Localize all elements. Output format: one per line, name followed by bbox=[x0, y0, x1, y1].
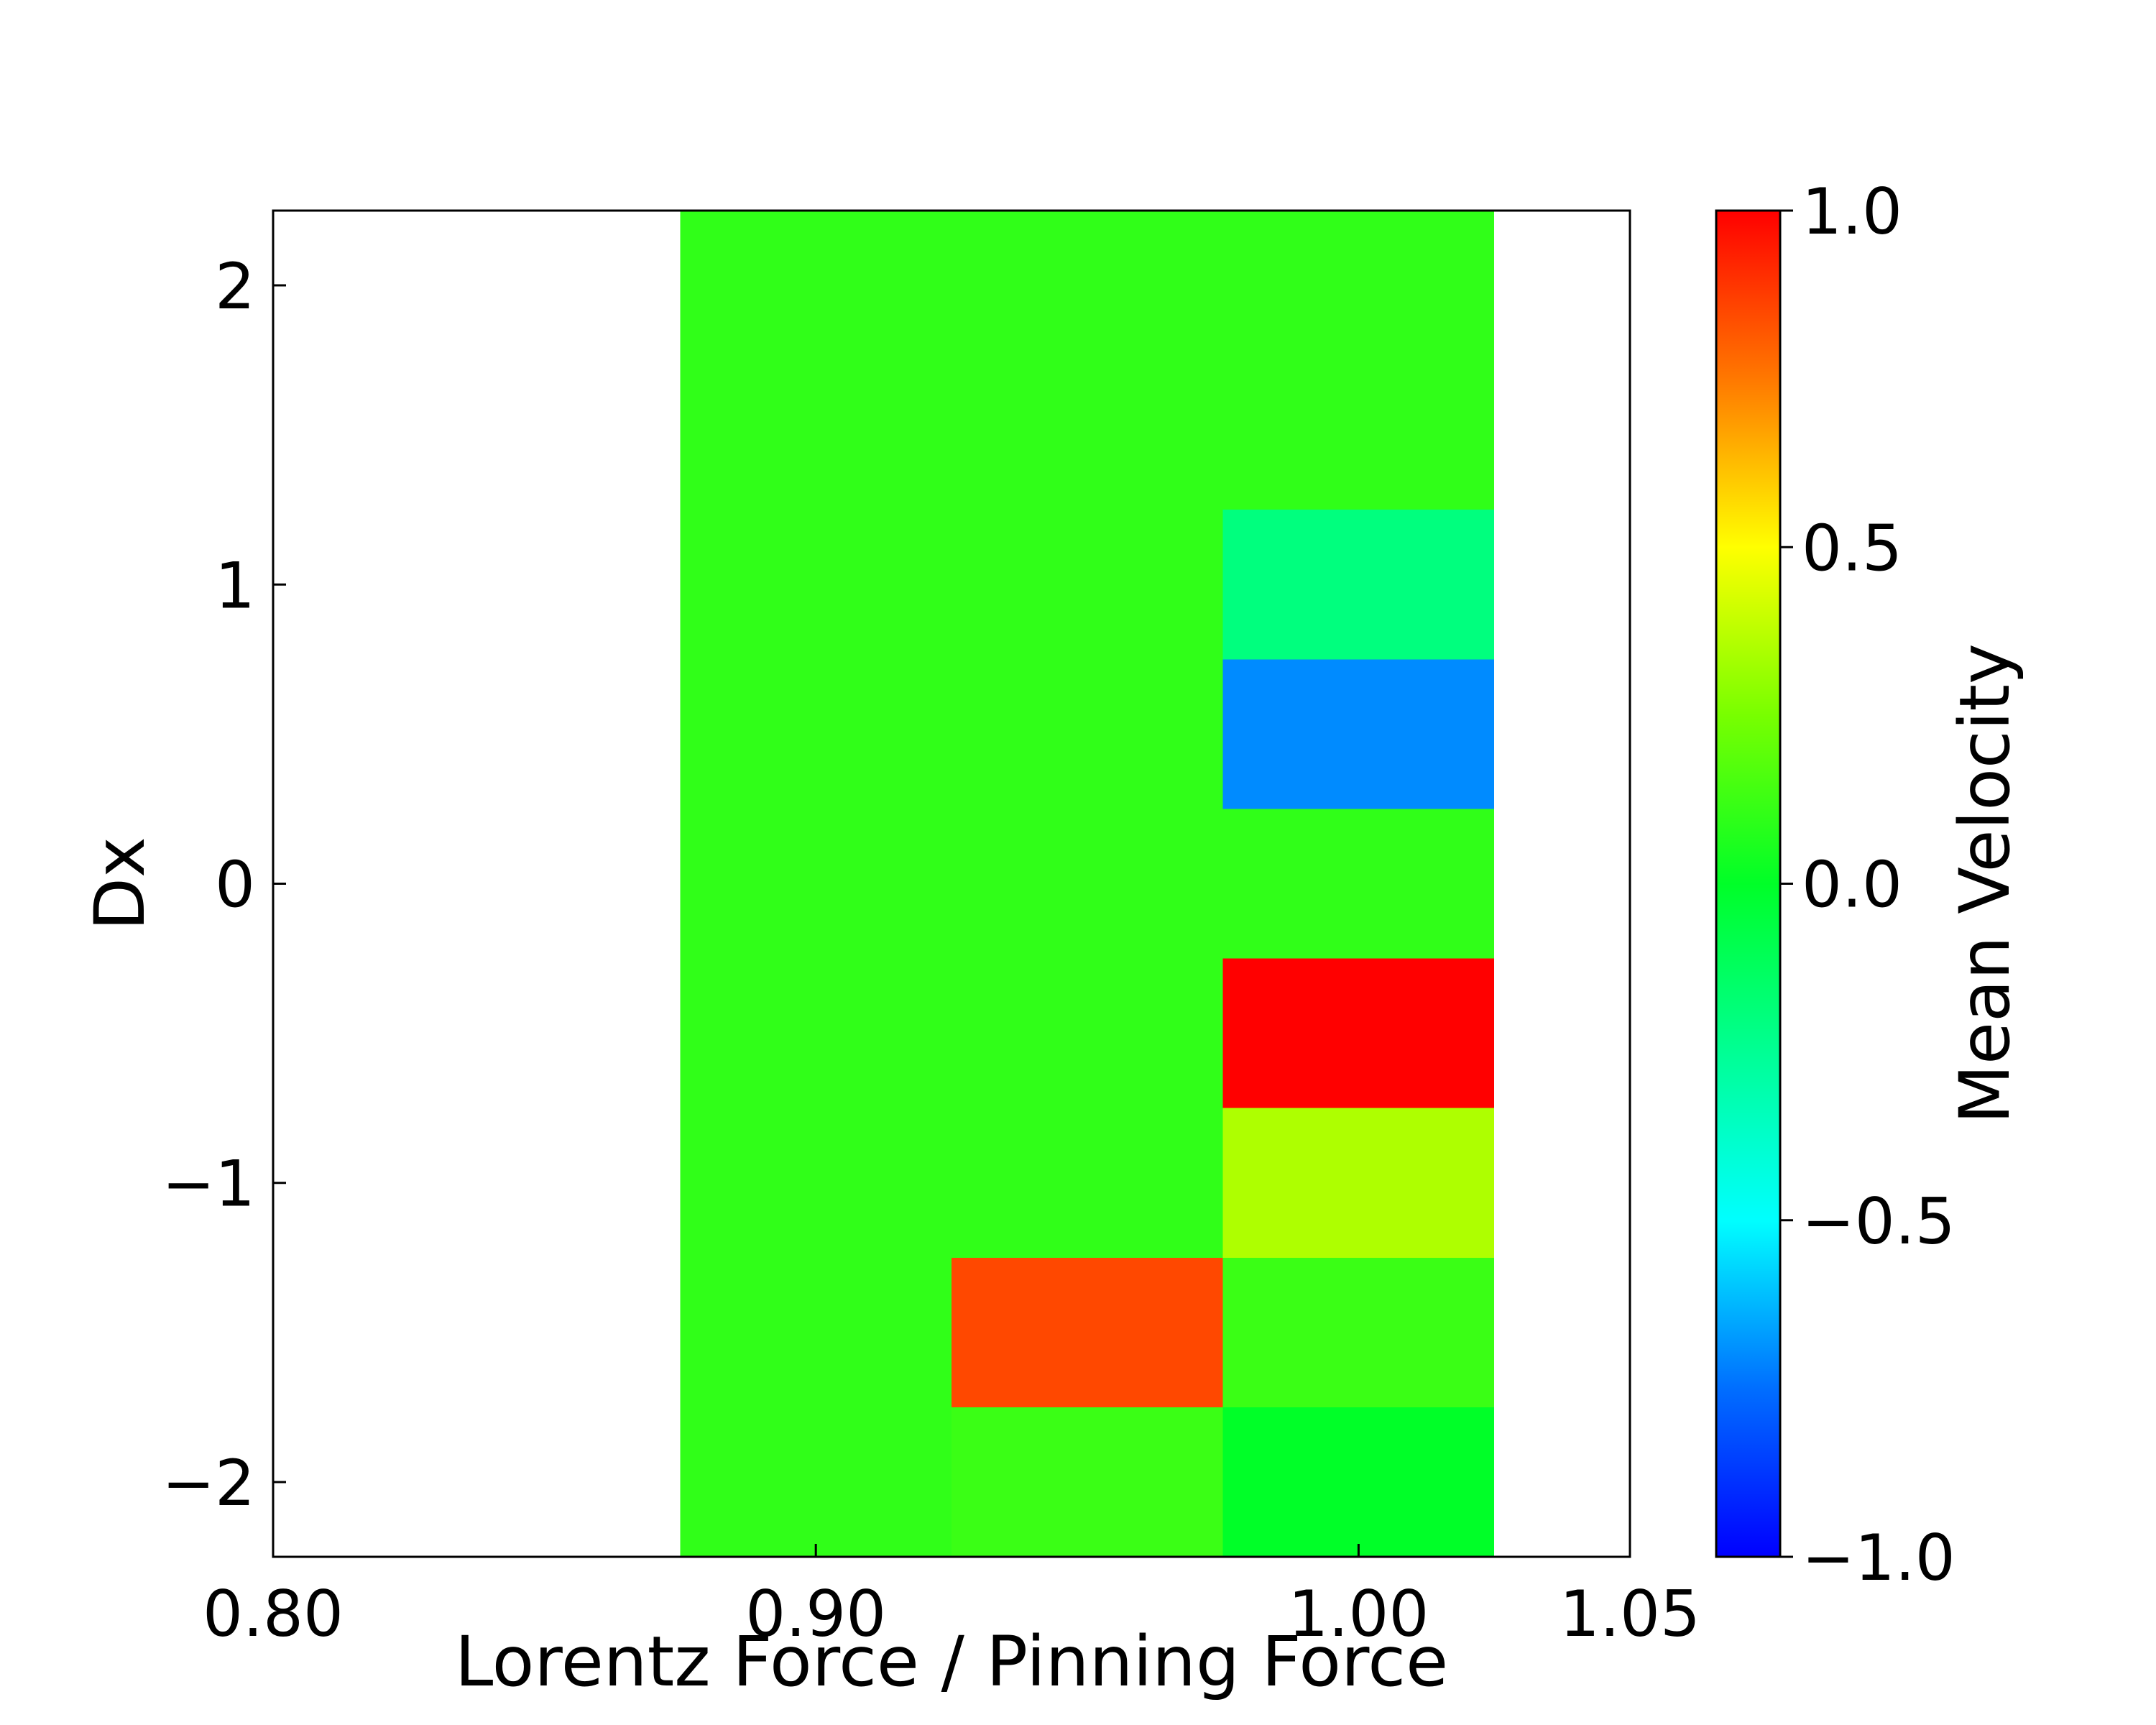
x-axis-ticks: 0.80 0.90 1.00 1.05 bbox=[203, 1544, 1700, 1651]
heatmap-cell bbox=[1222, 211, 1495, 361]
x-tick-label: 1.05 bbox=[1560, 1577, 1700, 1651]
heatmap-cell bbox=[1222, 1407, 1495, 1557]
heatmap-cell bbox=[952, 211, 1223, 361]
colorbar-tick-label: 0.0 bbox=[1802, 848, 1902, 922]
colorbar-tick-label: −0.5 bbox=[1802, 1184, 1955, 1259]
colorbar-ticks: −1.0 −0.5 0.0 0.5 1.0 bbox=[1780, 175, 1955, 1595]
y-tick-label: −2 bbox=[162, 1446, 255, 1520]
colorbar-label: Mean Velocity bbox=[1945, 643, 2025, 1124]
y-tick-label: −1 bbox=[162, 1147, 255, 1221]
heatmap-cell bbox=[680, 360, 952, 510]
heatmap-cell bbox=[680, 958, 952, 1108]
heatmap-cell bbox=[680, 1257, 952, 1407]
heatmap-cell bbox=[1222, 360, 1495, 510]
y-axis-ticks: −2 −1 0 1 2 bbox=[162, 249, 286, 1520]
y-tick-label: 1 bbox=[215, 548, 255, 622]
heatmap-cell bbox=[680, 809, 952, 959]
colorbar bbox=[1715, 209, 1782, 1558]
heatmap-cell bbox=[952, 659, 1223, 809]
colorbar-tick-label: −1.0 bbox=[1802, 1521, 1955, 1595]
heatmap-cell bbox=[952, 1108, 1223, 1258]
x-tick-label: 1.00 bbox=[1288, 1577, 1429, 1651]
heatmap-cell bbox=[952, 809, 1223, 959]
heatmap-cell bbox=[680, 1407, 952, 1557]
heatmap-cell bbox=[1222, 1257, 1495, 1407]
heatmap-cell bbox=[952, 510, 1223, 660]
heatmap-cell bbox=[680, 211, 952, 361]
heatmap-cell bbox=[1222, 1108, 1495, 1258]
colorbar-tick-label: 1.0 bbox=[1802, 175, 1902, 249]
heatmap-cell bbox=[952, 958, 1223, 1108]
heatmap-cell bbox=[1222, 659, 1495, 809]
heatmap-cell bbox=[952, 1257, 1223, 1407]
y-tick-label: 2 bbox=[215, 249, 255, 323]
x-tick-label: 0.80 bbox=[203, 1577, 344, 1651]
y-tick-label: 0 bbox=[215, 848, 255, 922]
heatmap-cell bbox=[680, 510, 952, 660]
y-axis-label: Dx bbox=[80, 837, 160, 931]
heatmap-cell bbox=[1222, 510, 1495, 660]
colorbar-tick-label: 0.5 bbox=[1802, 511, 1902, 585]
heatmap-cell bbox=[1222, 958, 1495, 1108]
heatmap-cell bbox=[680, 659, 952, 809]
x-axis-label: Lorentz Force / Pinning Force bbox=[455, 1622, 1448, 1702]
heatmap-cell bbox=[680, 1108, 952, 1258]
heatmap-cell bbox=[952, 1407, 1223, 1557]
heatmap-cells bbox=[680, 211, 1495, 1557]
x-tick-label: 0.90 bbox=[745, 1577, 886, 1651]
heatmap-cell bbox=[952, 360, 1223, 510]
heatmap-cell bbox=[1222, 809, 1495, 959]
